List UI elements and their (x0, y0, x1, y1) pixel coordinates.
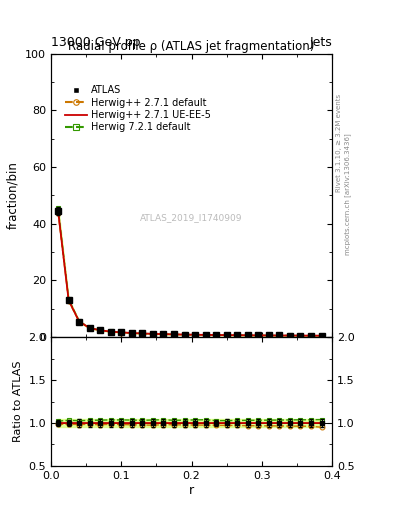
Text: 13000 GeV pp: 13000 GeV pp (51, 36, 141, 49)
Text: Rivet 3.1.10, ≥ 3.2M events: Rivet 3.1.10, ≥ 3.2M events (336, 94, 342, 193)
Text: mcplots.cern.ch [arXiv:1306.3436]: mcplots.cern.ch [arXiv:1306.3436] (344, 134, 351, 255)
Y-axis label: Ratio to ATLAS: Ratio to ATLAS (13, 361, 23, 442)
Text: ATLAS_2019_I1740909: ATLAS_2019_I1740909 (140, 214, 243, 223)
Text: Jets: Jets (309, 36, 332, 49)
Title: Radial profile ρ (ATLAS jet fragmentation): Radial profile ρ (ATLAS jet fragmentatio… (68, 39, 315, 53)
X-axis label: r: r (189, 483, 194, 497)
Legend: ATLAS, Herwig++ 2.7.1 default, Herwig++ 2.7.1 UE-EE-5, Herwig 7.2.1 default: ATLAS, Herwig++ 2.7.1 default, Herwig++ … (62, 81, 215, 136)
Y-axis label: fraction/bin: fraction/bin (7, 161, 20, 229)
